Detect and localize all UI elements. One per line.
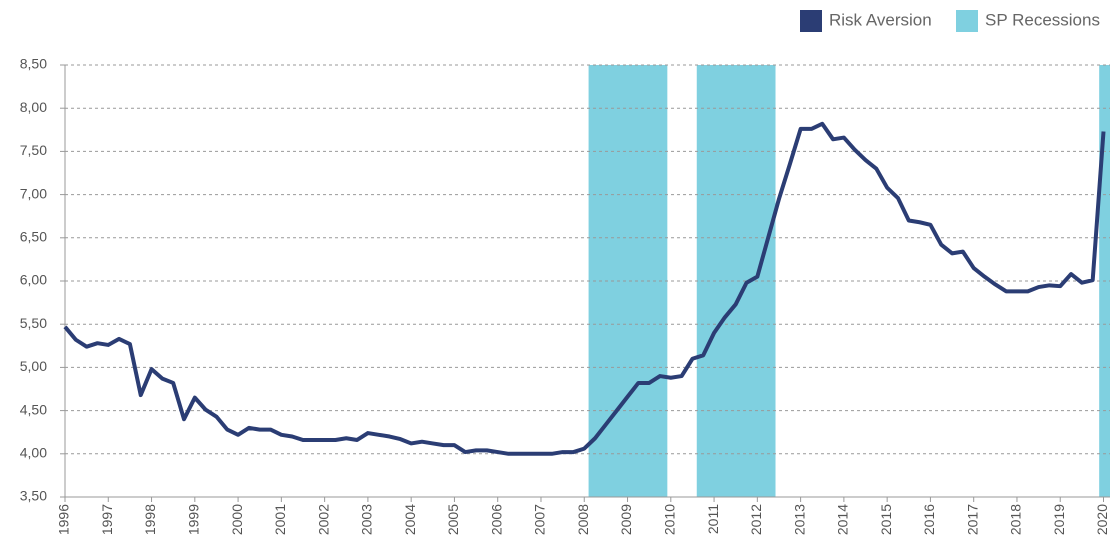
x-tick-label: 2000 (229, 504, 245, 535)
legend: Risk Aversion SP Recessions (800, 10, 1100, 32)
legend-swatch (956, 10, 978, 32)
x-tick-label: 2003 (359, 504, 375, 535)
x-tick-label: 2001 (272, 504, 288, 535)
y-tick-label: 4,00 (20, 445, 47, 461)
x-tick-label: 2014 (835, 504, 851, 535)
y-tick-label: 7,00 (20, 185, 47, 201)
y-tick-label: 4,50 (20, 401, 47, 417)
x-tick-label: 1997 (99, 504, 115, 535)
y-tick-label: 3,50 (20, 488, 47, 504)
x-tick-label: 2004 (402, 504, 418, 535)
x-tick-label: 1999 (186, 504, 202, 535)
y-tick-label: 8,50 (20, 56, 47, 72)
x-tick-label: 1996 (56, 504, 72, 535)
y-tick-label: 7,50 (20, 142, 47, 158)
x-tick-label: 2013 (791, 504, 807, 535)
x-tick-label: 2009 (618, 504, 634, 535)
y-tick-label: 8,00 (20, 99, 47, 115)
y-tick-label: 5,00 (20, 358, 47, 374)
x-tick-label: 2006 (488, 504, 504, 535)
x-tick-label: 2020 (1094, 504, 1110, 535)
x-tick-label: 2016 (921, 504, 937, 535)
y-tick-label: 5,50 (20, 315, 47, 331)
legend-label: SP Recessions (985, 10, 1100, 29)
x-tick-label: 2012 (748, 504, 764, 535)
x-tick-label: 2015 (878, 504, 894, 535)
x-tick-label: 2002 (315, 504, 331, 535)
x-tick-label: 2018 (1008, 504, 1024, 535)
x-tick-label: 2019 (1051, 504, 1067, 535)
y-tick-label: 6,00 (20, 272, 47, 288)
y-tick-label: 6,50 (20, 229, 47, 245)
x-tick-label: 2008 (575, 504, 591, 535)
x-tick-label: 1998 (142, 504, 158, 535)
line (63, 121, 1106, 456)
x-tick-label: 2010 (662, 504, 678, 535)
x-tick-label: 2011 (705, 504, 721, 534)
x-tick-label: 2017 (964, 504, 980, 535)
x-tick-label: 2005 (445, 504, 461, 535)
x-tick-label: 2007 (532, 504, 548, 535)
legend-swatch (800, 10, 822, 32)
legend-label: Risk Aversion (829, 10, 932, 29)
